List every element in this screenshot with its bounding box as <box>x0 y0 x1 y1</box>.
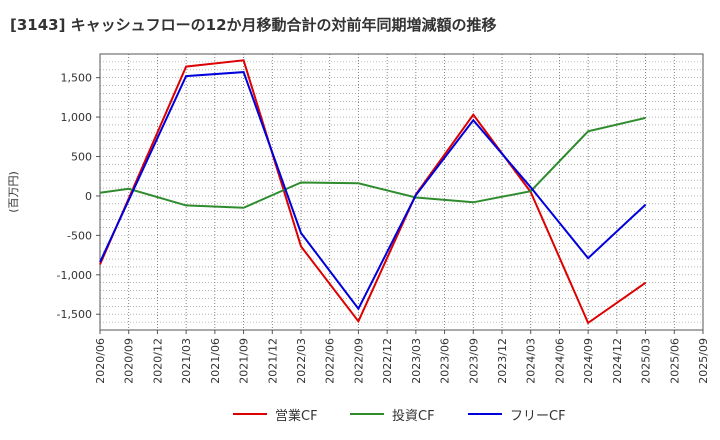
y-axis-label: (百万円) <box>7 171 20 213</box>
series-layer <box>99 59 647 325</box>
y-tick-label: -1,000 <box>57 269 92 282</box>
series-line-free-cf <box>99 71 647 311</box>
y-tick-label: 1,500 <box>61 72 93 85</box>
legend-label-free-cf: フリーCF <box>510 408 566 424</box>
legend-label-operating-cf: 営業CF <box>275 408 318 424</box>
x-tick-label: 2022/03 <box>295 338 308 384</box>
series-line-investing-cf <box>99 116 646 209</box>
legend-swatch-free-cf <box>468 413 502 415</box>
x-tick-label: 2024/12 <box>611 338 624 384</box>
plot-background <box>100 54 703 330</box>
series-line-operating-cf <box>99 59 647 325</box>
x-tick-label: 2025/06 <box>668 338 681 384</box>
legend: 営業CF 投資CF フリーCF <box>0 402 720 426</box>
x-tick-label: 2022/09 <box>352 338 365 384</box>
x-tick-label: 2020/12 <box>151 338 164 384</box>
grid-layer <box>99 54 704 330</box>
x-tick-label: 2023/12 <box>496 338 509 384</box>
label-layer: 1,500 1,000 500 0 -500 -1,000 -1,500 (百万円) 2020/… <box>7 72 710 384</box>
y-tick-label: 0 <box>85 190 92 203</box>
x-tick-label: 2024/09 <box>582 338 595 384</box>
y-tick-label: -1,500 <box>57 308 92 321</box>
x-tick-label: 2024/06 <box>553 338 566 384</box>
x-tick-label: 2025/09 <box>697 338 710 384</box>
x-tick-label: 2024/03 <box>525 338 538 384</box>
x-tick-label: 2021/09 <box>238 338 251 384</box>
x-tick-label: 2021/03 <box>180 338 193 384</box>
legend-swatch-investing-cf <box>350 413 384 415</box>
x-tick-label: 2022/12 <box>381 338 394 384</box>
y-tick-label: 1,000 <box>61 111 93 124</box>
legend-label-investing-cf: 投資CF <box>392 408 435 424</box>
x-tick-label: 2025/03 <box>640 338 653 384</box>
legend-item-free-cf: フリーCF <box>468 402 566 426</box>
x-tick-label: 2023/06 <box>439 338 452 384</box>
chart-title: [3143] キャッシュフローの12か月移動合計の対前年同期増減額の推移 <box>10 16 497 34</box>
x-tick-label: 2023/03 <box>410 338 423 384</box>
x-tick-label: 2020/06 <box>94 338 107 384</box>
x-tick-label: 2020/09 <box>123 338 136 384</box>
legend-item-investing-cf: 投資CF <box>350 402 435 426</box>
x-tick-label: 2023/09 <box>467 338 480 384</box>
x-tick-label: 2021/12 <box>266 338 279 384</box>
legend-swatch-operating-cf <box>233 413 267 415</box>
x-tick-label: 2022/06 <box>324 338 337 384</box>
y-tick-label: 500 <box>71 151 92 164</box>
x-tick-label: 2021/06 <box>209 338 222 384</box>
y-tick-label: -500 <box>67 229 92 242</box>
legend-item-operating-cf: 営業CF <box>233 402 318 426</box>
